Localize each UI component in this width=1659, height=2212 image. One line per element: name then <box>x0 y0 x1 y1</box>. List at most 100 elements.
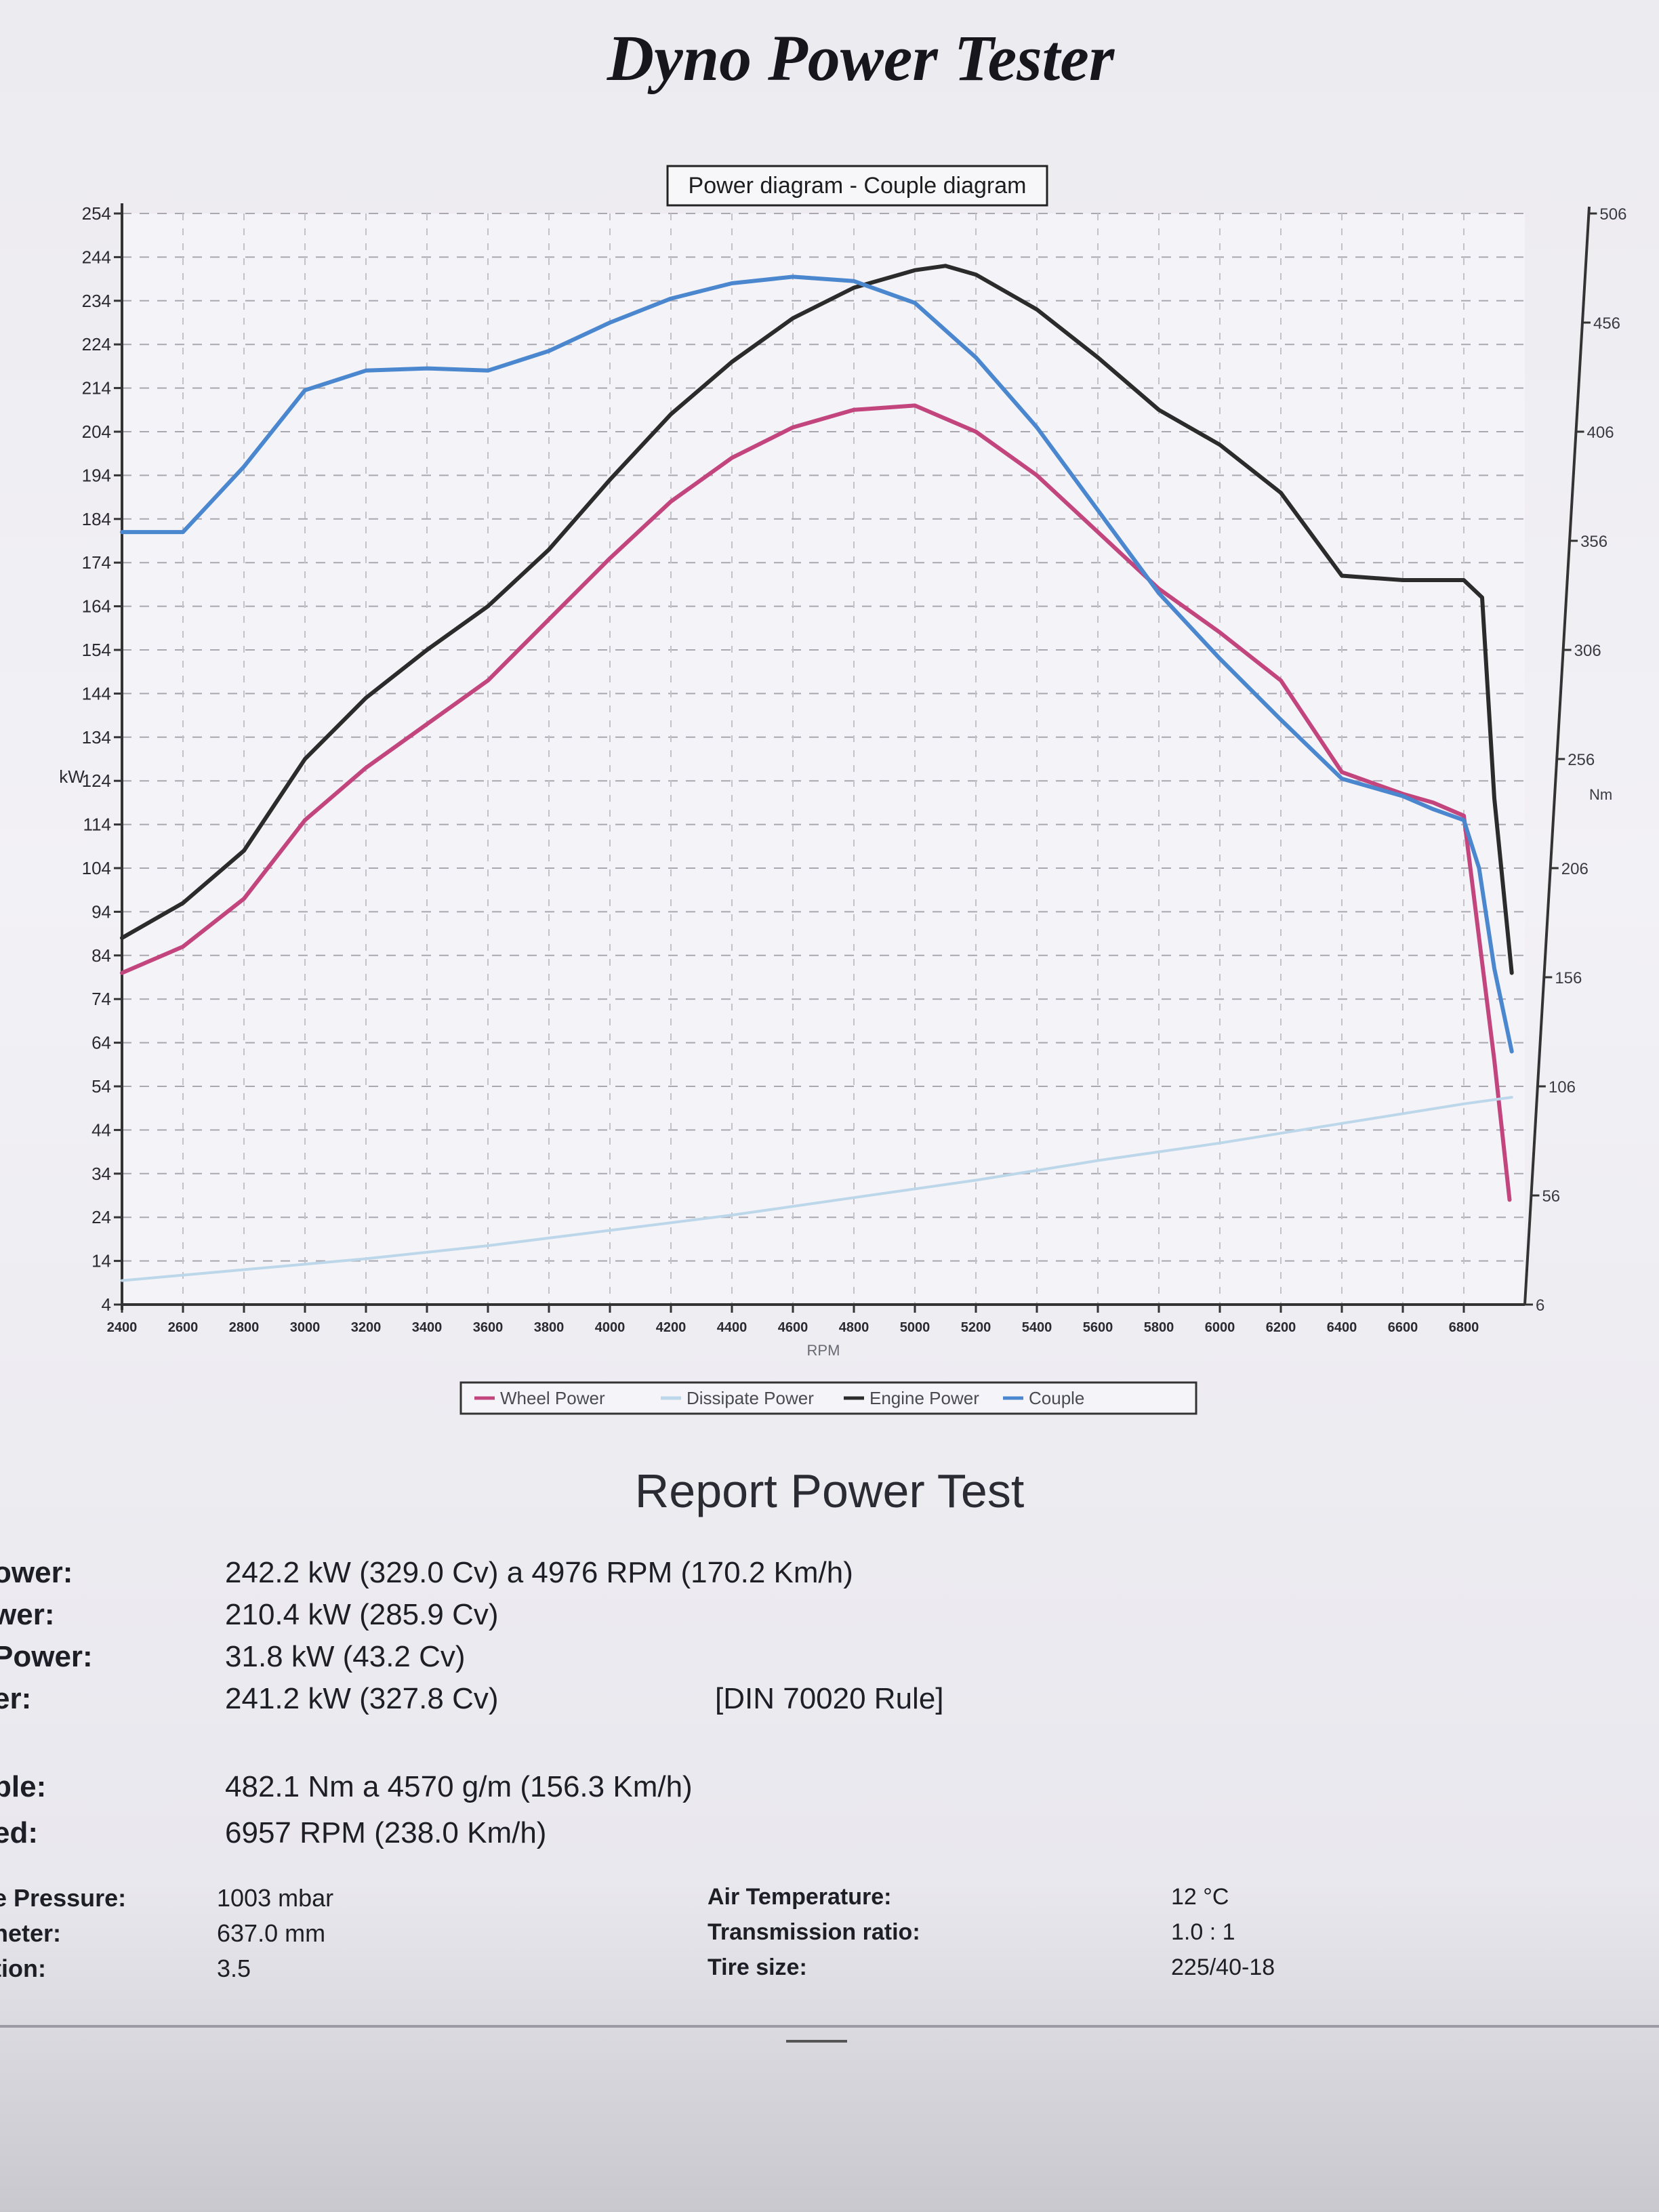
x-tick-label: 4200 <box>656 1320 687 1335</box>
x-axis-label: RPM <box>807 1342 840 1359</box>
y-tick-label-left: 144 <box>82 683 111 703</box>
x-tick-label: 6600 <box>1388 1320 1418 1335</box>
y-tick-label-right: 356 <box>1580 533 1607 551</box>
legend-label: Wheel Power <box>500 1388 605 1408</box>
y-tick-label-right: 156 <box>1555 969 1582 987</box>
footer-dash <box>786 2040 847 2043</box>
plot-area <box>122 213 1525 1305</box>
din-rule-note: [DIN 70020 Rule] <box>715 1682 944 1715</box>
condition-value: 12 °C <box>1171 1884 1229 1910</box>
y-tick-label-left: 14 <box>91 1251 111 1271</box>
y-tick-label-left: 154 <box>82 640 111 660</box>
report-row-value: 210.4 kW (285.9 Cv) <box>225 1598 499 1631</box>
x-tick-label: 5200 <box>961 1320 991 1335</box>
y-tick-label-left: 174 <box>82 552 111 573</box>
condition-value: 1003 mbar <box>217 1884 334 1912</box>
y-tick-label-left: 34 <box>91 1164 111 1184</box>
y-tick-label-left: 54 <box>91 1076 111 1097</box>
y-tick-label-right: 406 <box>1587 424 1614 442</box>
x-tick-label: 2400 <box>107 1320 138 1335</box>
x-tick-label: 6800 <box>1449 1320 1479 1335</box>
series-line-wheel-power <box>120 403 1512 1202</box>
y-tick-label-left: 194 <box>82 465 111 485</box>
report-row-value: 6957 RPM (238.0 Km/h) <box>225 1816 547 1849</box>
y-tick-label-left: 104 <box>82 858 111 878</box>
report-row-label: ed: <box>0 1816 38 1849</box>
x-tick-label: 3600 <box>473 1320 504 1335</box>
y-tick-label-right: 456 <box>1593 314 1620 333</box>
y-tick-label-right: 56 <box>1542 1187 1560 1206</box>
y-tick-label-right: 206 <box>1561 860 1589 878</box>
condition-value: 1.0 : 1 <box>1171 1919 1235 1945</box>
y-tick-label-right: 106 <box>1549 1078 1576 1097</box>
legend-label: Dissipate Power <box>687 1388 814 1408</box>
x-tick-label: 3400 <box>412 1320 443 1335</box>
report-title: Report Power Test <box>634 1465 1025 1517</box>
y-axis-label-left: kW <box>59 766 85 787</box>
x-tick-label: 4600 <box>778 1320 808 1335</box>
y-tick-label-left: 4 <box>102 1294 111 1315</box>
y-tick-label-left: 254 <box>82 203 111 224</box>
y-tick-label-left: 214 <box>82 378 111 398</box>
y-tick-label-right: 506 <box>1599 205 1626 224</box>
y-tick-label-right: 256 <box>1568 751 1595 769</box>
dyno-chart: 4 14 24 34 44 54 64 74 84 94 104 114 124 134 144 154 164… <box>59 165 1626 1415</box>
x-tick-label: 6200 <box>1266 1320 1296 1335</box>
report-row-label: Power: <box>0 1640 93 1673</box>
page-title: Dyno Power Tester <box>607 22 1115 94</box>
x-tick-label: 5800 <box>1144 1320 1174 1335</box>
report-row-value: 241.2 kW (327.8 Cv) <box>225 1682 499 1715</box>
legend-label: Engine Power <box>869 1388 979 1408</box>
sheet-edge-divider <box>0 2025 1659 2028</box>
x-tick-label: 5400 <box>1022 1320 1052 1335</box>
y-tick-label-left: 204 <box>82 422 111 442</box>
y-tick-label-left: 224 <box>82 334 111 354</box>
y-tick-label-left: 184 <box>82 509 111 529</box>
report-row-label: ower: <box>0 1556 73 1589</box>
series-line-dissipate-power <box>121 1096 1513 1282</box>
x-tick-label: 2600 <box>168 1320 199 1335</box>
chart-title-box <box>666 165 1048 207</box>
y-tick-label-left: 164 <box>82 596 111 617</box>
y-tick-label-right: 306 <box>1574 642 1601 660</box>
report-row-label: ple: <box>0 1770 47 1803</box>
y-tick-label-left: 64 <box>91 1033 111 1053</box>
y-tick-label-left: 74 <box>91 989 111 1009</box>
right-axis-line <box>1523 206 1591 1305</box>
y-tick-label-left: 24 <box>91 1207 111 1227</box>
report-row-value: 482.1 Nm a 4570 g/m (156.3 Km/h) <box>225 1770 693 1803</box>
legend-label: Couple <box>1029 1388 1084 1408</box>
y-tick-label-left: 114 <box>83 815 111 835</box>
x-tick-label: 4800 <box>839 1320 869 1335</box>
y-tick-label-left: 124 <box>82 771 111 791</box>
condition-label: e Pressure: <box>0 1884 127 1912</box>
y-tick-label-left: 234 <box>82 291 111 311</box>
x-tick-label: 6400 <box>1327 1320 1357 1335</box>
y-tick-label-left: 44 <box>91 1120 111 1140</box>
y-tick-label-left: 134 <box>82 727 111 747</box>
x-tick-label: 3800 <box>534 1320 565 1335</box>
legend-box <box>459 1381 1197 1415</box>
x-tick-label: 3200 <box>351 1320 382 1335</box>
condition-label: neter: <box>0 1919 62 1947</box>
x-tick-label: 6000 <box>1205 1320 1235 1335</box>
y-axis-label-right: Nm <box>1589 786 1612 803</box>
condition-label: Transmission ratio: <box>708 1919 920 1945</box>
condition-label: Air Temperature: <box>708 1884 892 1910</box>
report-row-label: er: <box>0 1682 32 1715</box>
y-tick-label-left: 84 <box>91 945 111 966</box>
y-tick-label-right: 6 <box>1536 1296 1544 1315</box>
x-tick-label: 5600 <box>1083 1320 1113 1335</box>
condition-label: tion: <box>0 1954 46 1982</box>
x-tick-label: 4400 <box>717 1320 747 1335</box>
x-tick-label: 2800 <box>229 1320 260 1335</box>
condition-value: 3.5 <box>217 1954 251 1982</box>
report-row-value: 31.8 kW (43.2 Cv) <box>225 1640 466 1673</box>
series-line-engine-power <box>120 264 1514 975</box>
x-tick-label: 3000 <box>290 1320 321 1335</box>
y-tick-label-left: 94 <box>91 901 111 922</box>
report-row-label: wer: <box>0 1598 55 1631</box>
condition-label: Tire size: <box>708 1954 807 1980</box>
condition-value: 637.0 mm <box>217 1919 326 1947</box>
chart-title: Power diagram - Couple diagram <box>689 173 1027 199</box>
